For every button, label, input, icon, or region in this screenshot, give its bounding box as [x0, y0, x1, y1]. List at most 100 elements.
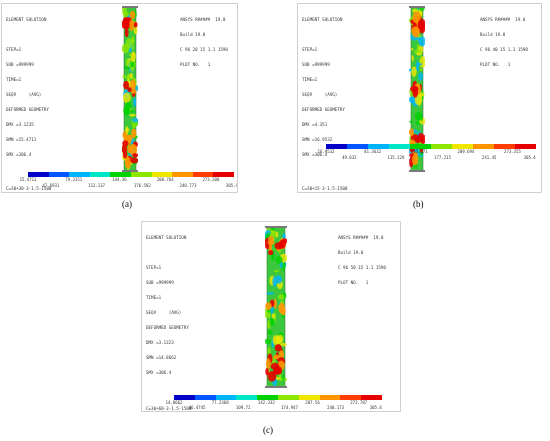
contour-patch [411, 54, 414, 62]
contour-patch [266, 292, 275, 295]
header-line: SUB =999999 [302, 62, 330, 67]
legend-swatch [319, 395, 341, 400]
high-stress-patch [124, 27, 129, 38]
header-line: TIME=1 [146, 295, 162, 300]
header-line [146, 250, 189, 255]
high-stress-patch [411, 26, 420, 35]
header-left: ELEMENT SOLUTION STEP=1 SUB =999999 TIME… [146, 225, 189, 385]
contour-patch [275, 255, 283, 264]
color-legend-bar [28, 172, 234, 177]
column-stress-contour [409, 6, 425, 172]
legend-swatch [110, 172, 131, 177]
contour-patch [416, 52, 422, 56]
tick-label: 77.2368 [211, 400, 229, 405]
high-stress-patch [268, 235, 274, 244]
panel-c: ELEMENT SOLUTION STEP=1 SUB =999999 TIME… [141, 221, 401, 412]
top-endplate [265, 226, 287, 228]
header-line: SMX =306.4 [146, 370, 172, 375]
high-stress-patch [131, 128, 137, 139]
high-stress-patch [132, 153, 138, 158]
contour-patch [122, 74, 126, 79]
legend-swatch [515, 144, 536, 149]
high-stress-patch [274, 344, 282, 352]
contour-patch [419, 68, 423, 72]
legend-swatch [277, 395, 299, 400]
legend-swatch [151, 172, 173, 177]
contour-patch [282, 233, 286, 240]
contour-patch [268, 313, 271, 318]
legend-swatch [28, 172, 49, 177]
tick-label: 305.4 [225, 183, 238, 188]
contour-patch [129, 110, 135, 113]
contour-patch [125, 58, 129, 66]
header-line: SEQV (AVG) [6, 92, 42, 97]
model-footer: C=30+60-3-1.5-1500 [146, 406, 192, 411]
contour-patch [270, 229, 276, 238]
model-footer: C=30+15-3-1.5-1500 [302, 186, 348, 191]
high-stress-patch [409, 128, 415, 137]
contour-patch [267, 347, 271, 356]
contour-patch [416, 43, 420, 53]
contour-patch [132, 97, 137, 107]
legend-swatch [48, 172, 70, 177]
model-footer: C=30+30-3-1.5-1500 [6, 186, 52, 191]
legend-swatch [452, 144, 473, 149]
tick-label: 115.129 [387, 155, 405, 160]
panel-a: ELEMENT SOLUTION STEP=1 SUB =999999 TIME… [1, 3, 238, 193]
high-stress-patch [273, 368, 283, 375]
contour-patch [282, 261, 286, 272]
legend-swatch [431, 144, 452, 149]
contour-patch [131, 35, 135, 44]
contour-patch [272, 276, 277, 287]
tick-label: 305.4 [523, 155, 536, 160]
high-stress-patch [130, 88, 137, 94]
header-line [302, 32, 345, 37]
high-stress-patch [122, 150, 128, 159]
header-line: ANSYS R##### 19.0 [480, 17, 526, 22]
contour-patch [273, 269, 280, 273]
header-left: ELEMENT SOLUTION STEP=1 SUB =999999 TIME… [6, 7, 49, 167]
tick-label: 207.56 [305, 400, 320, 405]
tick-label: 49.032 [342, 155, 357, 160]
contour-patch [415, 62, 423, 66]
legend-swatch [257, 395, 278, 400]
tick-label: 15.4711 [19, 177, 37, 182]
contour-patch [126, 38, 132, 50]
tick-label: 145.271 [410, 149, 428, 154]
legend-swatch [326, 144, 347, 149]
high-stress-patch [265, 367, 269, 376]
color-legend-bar [174, 395, 382, 400]
high-stress-patch [273, 298, 277, 309]
header-line: PLOT NO. 1 [480, 62, 511, 67]
color-legend-bar [326, 144, 536, 149]
header-line: TIME=1 [6, 77, 22, 82]
header-right: ANSYS R##### 19.0 Build 19.0 C 96 20 15 … [180, 7, 228, 77]
tick-label: 142.332 [257, 400, 275, 405]
caption-b: (b) [413, 199, 424, 209]
header-right: ANSYS R##### 19.0 Build 19.0 C 96 40 15 … [480, 7, 528, 77]
legend-swatch [361, 395, 382, 400]
contour-patch [278, 294, 285, 300]
legend-ticks: 15.4711 79.3151 144.36 208.764 273.208 4… [20, 177, 237, 192]
header-line: C 96 50 15 1.1 1590 [338, 265, 386, 270]
high-stress-patch [127, 87, 132, 93]
header-line: SMN =16.9532 [302, 137, 333, 142]
tick-label: 177.215 [434, 155, 451, 160]
header-line: Build 19.0 [338, 250, 364, 255]
header-line: SMX =306.4 [6, 152, 32, 157]
header-left: ELEMENT SOLUTION STEP=1 SUB =999999 TIME… [302, 7, 345, 167]
high-stress-patch [122, 20, 130, 29]
high-stress-patch [265, 302, 272, 310]
tick-label: 109.72 [236, 405, 251, 410]
tick-label: 79.3151 [65, 177, 83, 182]
contour-patch [269, 317, 275, 327]
high-stress-patch [267, 371, 277, 382]
high-stress-patch [418, 132, 424, 139]
contour-patch [125, 101, 132, 109]
header-line: DMX =3.1323 [146, 340, 174, 345]
high-stress-patch [265, 358, 271, 370]
header-line: DEFORMED GEOMETRY [146, 325, 189, 330]
high-stress-patch [415, 137, 421, 144]
legend-swatch [473, 144, 494, 149]
contour-patch [418, 72, 424, 81]
